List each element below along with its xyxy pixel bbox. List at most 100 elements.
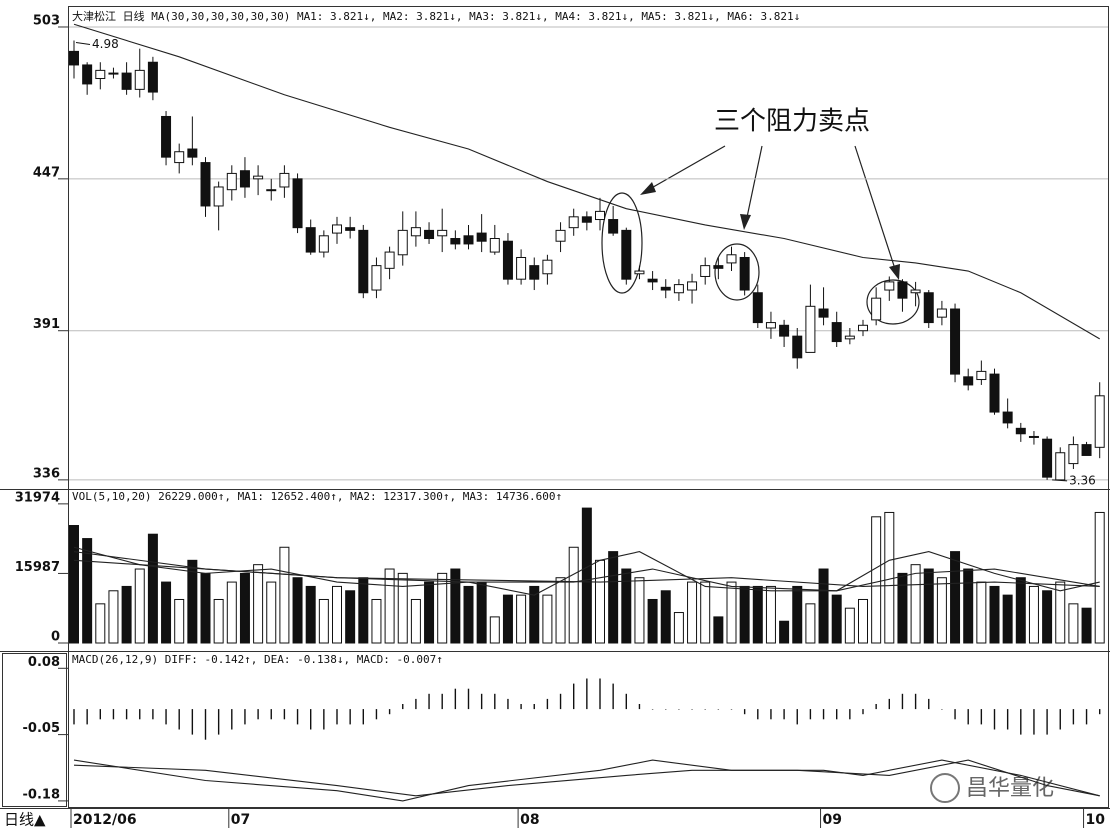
- volume-bar: [647, 598, 658, 644]
- candle-body: [82, 64, 93, 85]
- x-tick-label: 07: [231, 812, 250, 828]
- candle-body: [713, 265, 724, 269]
- volume-bar: [634, 577, 645, 644]
- volume-bar: [595, 559, 605, 644]
- candle-body: [910, 289, 921, 294]
- volume-bar: [82, 538, 93, 644]
- volume-bar: [226, 581, 237, 644]
- volume-bar: [437, 572, 448, 644]
- candle-body: [976, 370, 987, 381]
- y-tick-label: 447: [33, 165, 60, 180]
- candle-body: [923, 292, 934, 324]
- volume-bar: [844, 607, 855, 644]
- candle-body: [1042, 438, 1053, 478]
- volume-bar: [69, 525, 79, 644]
- volume-bar: [516, 594, 527, 644]
- volume-bar: [305, 585, 316, 644]
- volume-bar: [371, 598, 382, 644]
- volume-bar: [410, 598, 421, 644]
- volume-bar: [318, 598, 329, 644]
- volume-bar: [713, 616, 724, 644]
- volume-bar: [608, 551, 619, 644]
- candle-body: [239, 170, 250, 188]
- volume-bar: [950, 551, 961, 644]
- candle-body: [397, 229, 408, 256]
- y-tick-label: 0.08: [28, 655, 60, 670]
- candle-body: [805, 305, 816, 353]
- candle-body: [568, 216, 579, 229]
- candle-body: [726, 254, 737, 264]
- volume-bar: [687, 581, 698, 644]
- candle-body: [437, 229, 448, 237]
- volume-bar: [621, 568, 632, 644]
- volume-bar: [581, 507, 592, 644]
- volume-header: VOL(5,10,20) 26229.000↑, MA1: 12652.400↑…: [72, 490, 562, 503]
- x-tick-label: 10: [1086, 812, 1106, 828]
- volume-bar: [529, 585, 540, 644]
- volume-bar: [358, 577, 369, 644]
- macd-header: MACD(26,12,9) DIFF: -0.142↑, DEA: -0.138…: [72, 653, 443, 666]
- y-tick-label: 391: [33, 317, 60, 332]
- volume-bar: [568, 546, 579, 644]
- candle-body: [989, 373, 1000, 413]
- candle-body: [581, 216, 592, 223]
- arrow: [745, 145, 763, 223]
- candle-body: [371, 265, 382, 291]
- candle-body: [844, 335, 855, 340]
- y-tick-label: 0: [51, 630, 60, 645]
- candle-body: [305, 227, 316, 253]
- candle-body: [292, 178, 303, 229]
- volume-bar: [660, 590, 671, 644]
- volume-bar: [450, 568, 461, 644]
- candle-body: [608, 219, 619, 234]
- y-tick-label: -0.05: [23, 721, 60, 736]
- candle-body: [1015, 427, 1026, 435]
- volume-bar: [739, 585, 750, 644]
- volume-ma-line: [73, 559, 1100, 587]
- volume-bar: [700, 581, 711, 644]
- candle-body: [1081, 444, 1092, 456]
- volume-bar: [174, 598, 185, 644]
- candle-body: [121, 72, 132, 90]
- candle-body: [529, 265, 540, 280]
- frame: [68, 6, 1109, 808]
- volume-bar: [239, 572, 250, 644]
- volume-bar: [910, 564, 921, 644]
- candle-body: [332, 224, 342, 234]
- volume-bar: [384, 568, 395, 644]
- candle-body: [318, 235, 329, 253]
- volume-bar: [1042, 590, 1053, 644]
- volume-bar: [765, 585, 776, 644]
- macd-line: [73, 759, 1100, 797]
- candle-body: [1094, 395, 1105, 448]
- y-tick-label: 15987: [15, 560, 60, 575]
- candle-body: [161, 115, 172, 158]
- candle-body: [792, 335, 803, 359]
- volume-bar: [95, 603, 106, 644]
- volume-bar: [200, 572, 211, 644]
- candle-body: [818, 308, 829, 318]
- candle-body: [1028, 435, 1039, 438]
- candle-body: [687, 281, 698, 291]
- volume-bar: [134, 568, 145, 644]
- candle-body: [950, 308, 961, 375]
- candle-body: [410, 227, 421, 237]
- candle-body: [936, 308, 947, 318]
- volume-bar: [1028, 585, 1039, 644]
- volume-bar: [555, 577, 566, 644]
- volume-bar: [476, 581, 487, 644]
- ellipse: [714, 243, 760, 301]
- price-header: 大津松江 日线 MA(30,30,30,30,30,30) MA1: 3.821…: [72, 9, 800, 23]
- candle-body: [516, 256, 527, 280]
- volume-bar: [121, 585, 132, 644]
- ellipse: [601, 192, 643, 294]
- candle-body: [555, 229, 566, 242]
- arrow-head: [640, 182, 656, 195]
- candle-body: [884, 281, 895, 291]
- arrow-heads: [640, 182, 900, 280]
- candle-body: [266, 189, 277, 192]
- candle-body: [187, 148, 198, 158]
- macd-line: [73, 759, 1100, 802]
- volume-bar: [936, 577, 947, 644]
